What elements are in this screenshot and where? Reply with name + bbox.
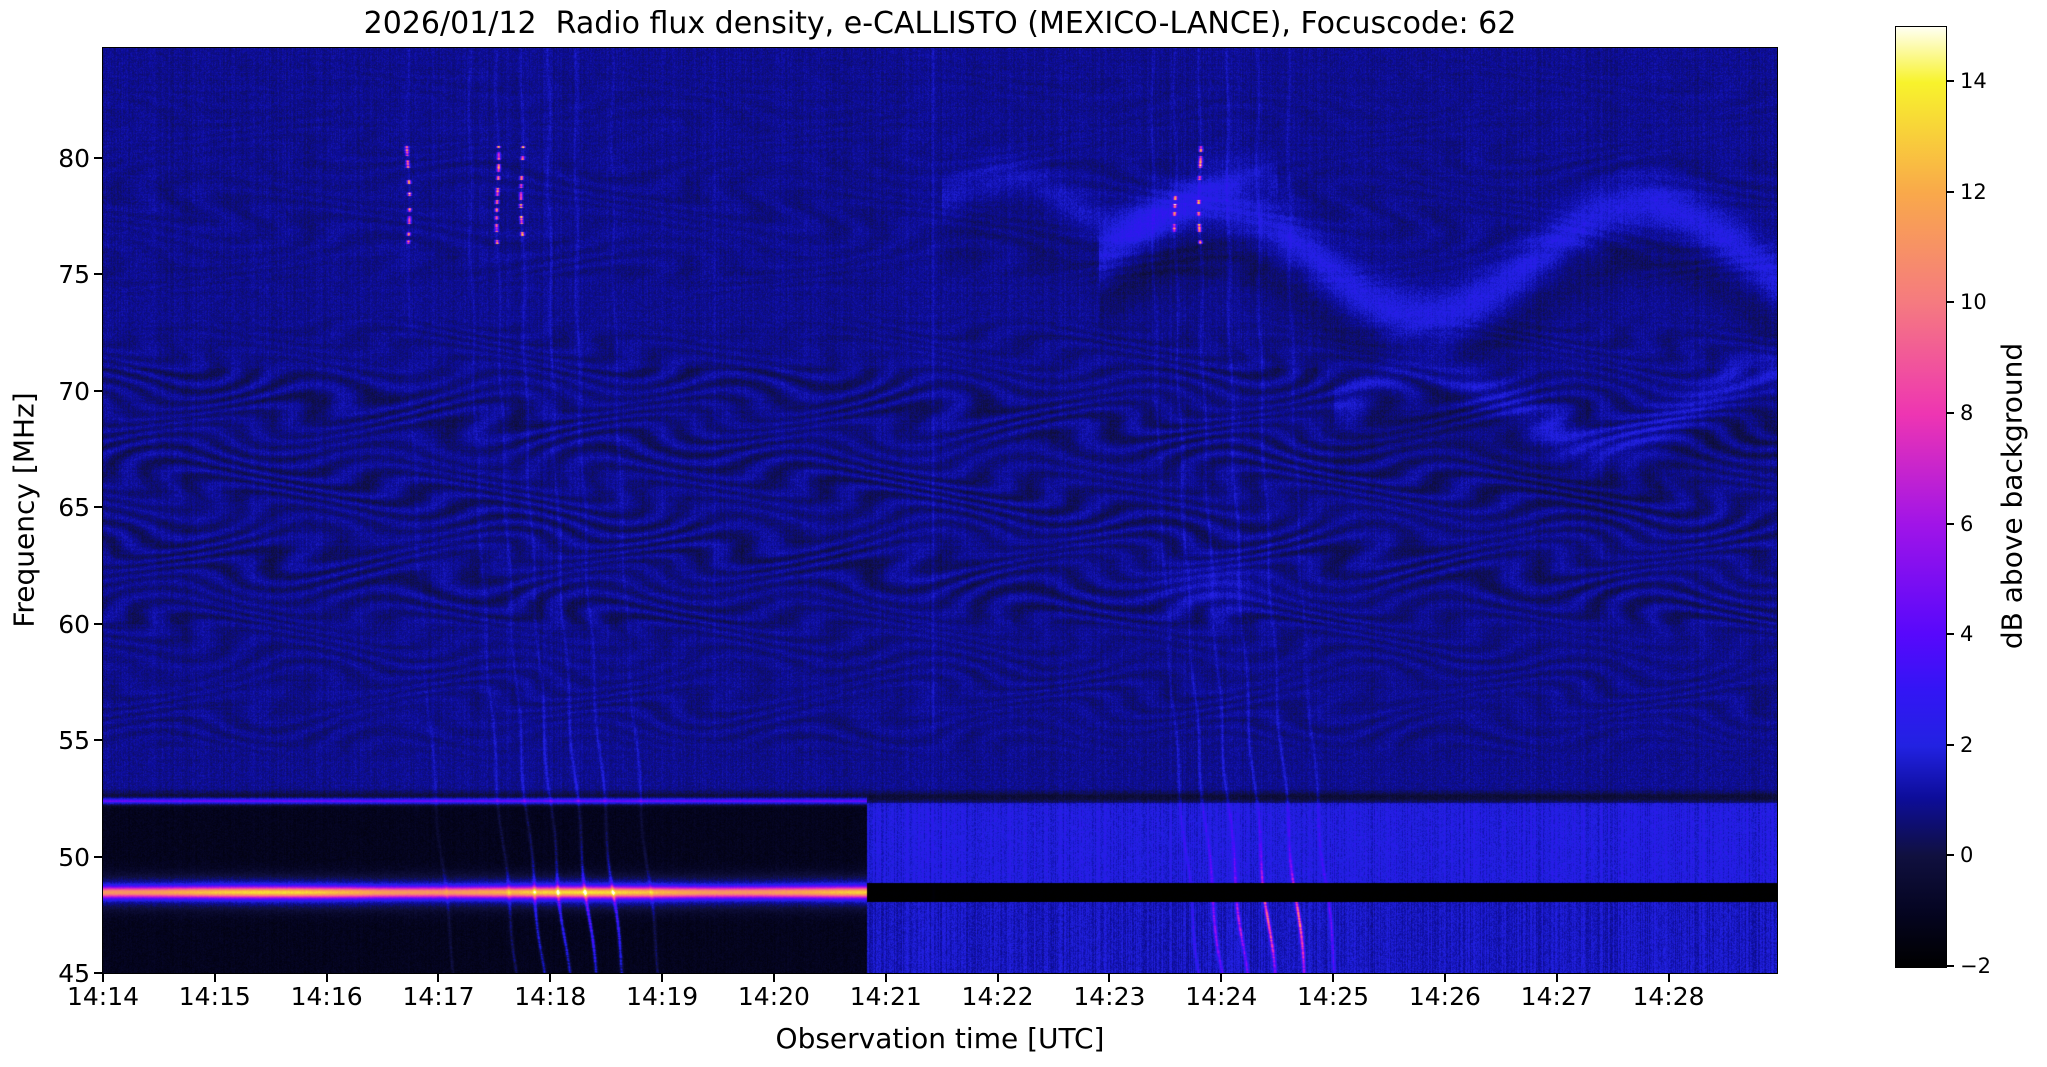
colorbar-tick-label: 0 [1960, 843, 1974, 868]
colorbar-tick-label: 4 [1960, 622, 1974, 647]
y-tick [94, 972, 102, 974]
y-tick [94, 855, 102, 858]
colorbar-tick [1947, 301, 1954, 304]
y-tick [94, 273, 102, 275]
x-tick-label: 14:28 [1632, 982, 1705, 1011]
y-tick-label: 60 [58, 609, 90, 639]
x-tick-label: 14:25 [1297, 982, 1370, 1011]
x-tick [1667, 974, 1670, 982]
x-tick [549, 974, 552, 982]
colorbar-tick-label: 14 [1960, 69, 1987, 94]
y-tick-label: 45 [58, 959, 90, 988]
x-tick-label: 14:18 [514, 982, 587, 1011]
x-tick [996, 974, 999, 982]
colorbar-tick-label: 12 [1960, 179, 1987, 204]
spectrogram-canvas [102, 47, 1778, 974]
y-tick [94, 156, 102, 159]
colorbar-tick [1947, 633, 1954, 636]
x-tick [1220, 974, 1223, 982]
colorbar-tick [1947, 965, 1954, 967]
x-axis-label: Observation time [UTC] [775, 1022, 1105, 1055]
x-tick-label: 14:15 [178, 982, 251, 1011]
colorbar-tick [1947, 522, 1954, 525]
x-tick-label: 14:24 [1185, 982, 1258, 1011]
colorbar-tick-label: 10 [1960, 290, 1987, 315]
x-tick [325, 974, 328, 982]
x-tick-label: 14:16 [290, 982, 363, 1011]
x-tick [1555, 974, 1558, 982]
y-tick-label: 70 [58, 376, 90, 406]
x-tick [102, 974, 104, 982]
colorbar-tick [1947, 854, 1954, 857]
x-tick-label: 14:17 [402, 982, 475, 1011]
y-tick [94, 389, 102, 392]
x-tick [213, 974, 216, 982]
y-tick [94, 622, 102, 625]
x-tick [1332, 974, 1335, 982]
x-tick [772, 974, 775, 982]
y-tick-label: 50 [58, 842, 90, 872]
x-tick-label: 14:27 [1520, 982, 1593, 1011]
colorbar-tick [1947, 743, 1954, 746]
colorbar [1895, 26, 1947, 968]
colorbar-tick [1947, 190, 1954, 193]
x-tick-label: 14:22 [961, 982, 1034, 1011]
colorbar-tick [1947, 412, 1954, 415]
x-tick-label: 14:19 [626, 982, 699, 1011]
x-tick-label: 14:23 [1073, 982, 1146, 1011]
x-tick-label: 14:14 [66, 982, 140, 1011]
x-tick [437, 974, 440, 982]
colorbar-tick-label: −2 [1960, 954, 1991, 978]
chart-title: 2026/01/12 Radio flux density, e-CALLIST… [363, 6, 1517, 41]
colorbar-tick-label: 2 [1960, 732, 1974, 757]
colorbar-tick [1947, 80, 1954, 83]
x-tick-label: 14:26 [1408, 982, 1481, 1011]
y-tick [94, 506, 102, 508]
colorbar-tick-label: 8 [1960, 401, 1974, 426]
x-tick [1443, 974, 1446, 982]
x-tick [884, 974, 887, 982]
y-tick-label: 65 [58, 493, 90, 522]
x-tick [1108, 974, 1111, 982]
y-tick-label: 80 [58, 143, 90, 173]
y-tick-label: 75 [58, 260, 90, 289]
colorbar-tick-label: 6 [1960, 511, 1974, 536]
colorbar-label: dB above background [1995, 342, 2029, 650]
x-tick-label: 14:21 [849, 982, 922, 1011]
y-tick [94, 739, 102, 741]
x-tick-label: 14:20 [737, 982, 810, 1011]
x-tick [661, 974, 664, 982]
y-tick-label: 55 [58, 726, 90, 755]
